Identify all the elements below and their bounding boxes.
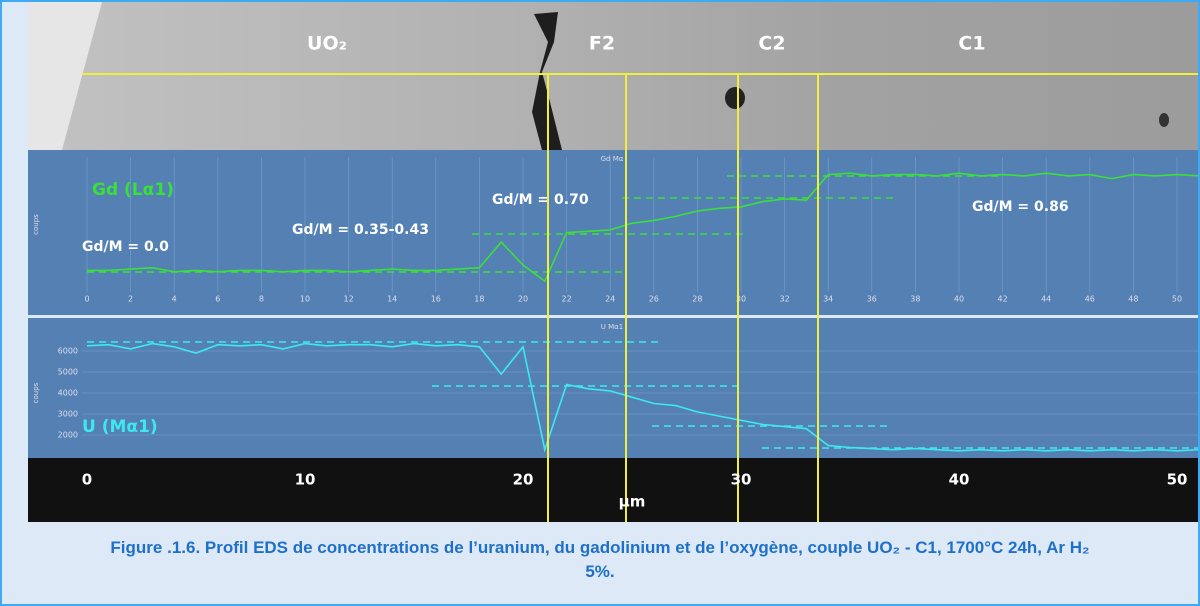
annotation: Gd/M = 0.86: [972, 199, 1069, 215]
axis-bar-tick-label: 30: [731, 471, 752, 489]
axis-bar-tick-label: 50: [1167, 471, 1188, 489]
micrograph: [28, 2, 1198, 150]
x-tick-label: 4: [172, 295, 177, 304]
x-tick-label: 38: [910, 295, 920, 304]
annotation: Gd/M = 0.35-0.43: [292, 222, 429, 238]
x-tick-label: 42: [998, 295, 1008, 304]
x-tick-label: 18: [474, 295, 484, 304]
x-tick-label: 48: [1128, 295, 1138, 304]
axis-bar-tick-label: 0: [82, 471, 92, 489]
region-label: UO₂: [307, 33, 347, 55]
chart-title: Gd Mα: [601, 155, 624, 163]
gd-panel: [28, 150, 1198, 315]
annotation: Gd/M = 0.70: [492, 192, 589, 208]
y-tick-label: 6000: [58, 347, 78, 356]
x-tick-label: 20: [518, 295, 528, 304]
x-tick-label: 2: [128, 295, 133, 304]
x-tick-label: 16: [431, 295, 441, 304]
x-tick-label: 40: [954, 295, 964, 304]
chart-title: U Mα1: [601, 323, 623, 331]
x-tick-label: 26: [649, 295, 659, 304]
data-line: [86, 342, 1198, 453]
x-tick-label: 6: [215, 295, 220, 304]
series-label: Gd (Lα1): [92, 180, 174, 200]
y-tick-label: 2000: [58, 431, 78, 440]
x-tick-label: 46: [1085, 295, 1095, 304]
x-tick-label: 10: [300, 295, 310, 304]
axis-bar-tick-label: 20: [513, 471, 534, 489]
annotation: Gd/M = 0.0: [82, 239, 169, 255]
u-panel: [28, 318, 1198, 458]
y-axis-label: coups: [32, 382, 40, 403]
x-tick-label: 30: [736, 295, 746, 304]
x-tick-label: 8: [259, 295, 264, 304]
pore: [725, 87, 745, 109]
series-label: U (Mα1): [82, 417, 158, 437]
crack: [532, 12, 562, 150]
axis-bar-tick-label: 10: [295, 471, 316, 489]
axis-bar: [28, 458, 1198, 522]
axis-bar-tick-label: 40: [949, 471, 970, 489]
x-tick-label: 36: [867, 295, 877, 304]
data-line: [87, 172, 1198, 283]
x-tick-label: 28: [692, 295, 702, 304]
x-tick-label: 32: [780, 295, 790, 304]
region-label: C2: [758, 33, 785, 55]
x-tick-label: 34: [823, 295, 833, 304]
caption: Figure .1.6. Profil EDS de concentration…: [110, 538, 1090, 581]
region-label: F2: [589, 33, 615, 55]
y-tick-label: 3000: [58, 410, 78, 419]
x-tick-label: 14: [387, 295, 397, 304]
micrograph-edge: [28, 2, 102, 150]
x-tick-label: 0: [84, 295, 89, 304]
x-tick-label: 50: [1172, 295, 1182, 304]
y-axis-label: coups: [32, 214, 40, 235]
x-tick-label: 22: [562, 295, 572, 304]
x-tick-label: 44: [1041, 295, 1051, 304]
x-tick-label: 24: [605, 295, 615, 304]
axis-bar-label: µm: [619, 493, 646, 511]
y-tick-label: 5000: [58, 368, 78, 377]
region-label: C1: [958, 33, 985, 55]
pore: [1159, 113, 1169, 127]
y-tick-label: 4000: [58, 389, 78, 398]
x-tick-label: 12: [344, 295, 354, 304]
